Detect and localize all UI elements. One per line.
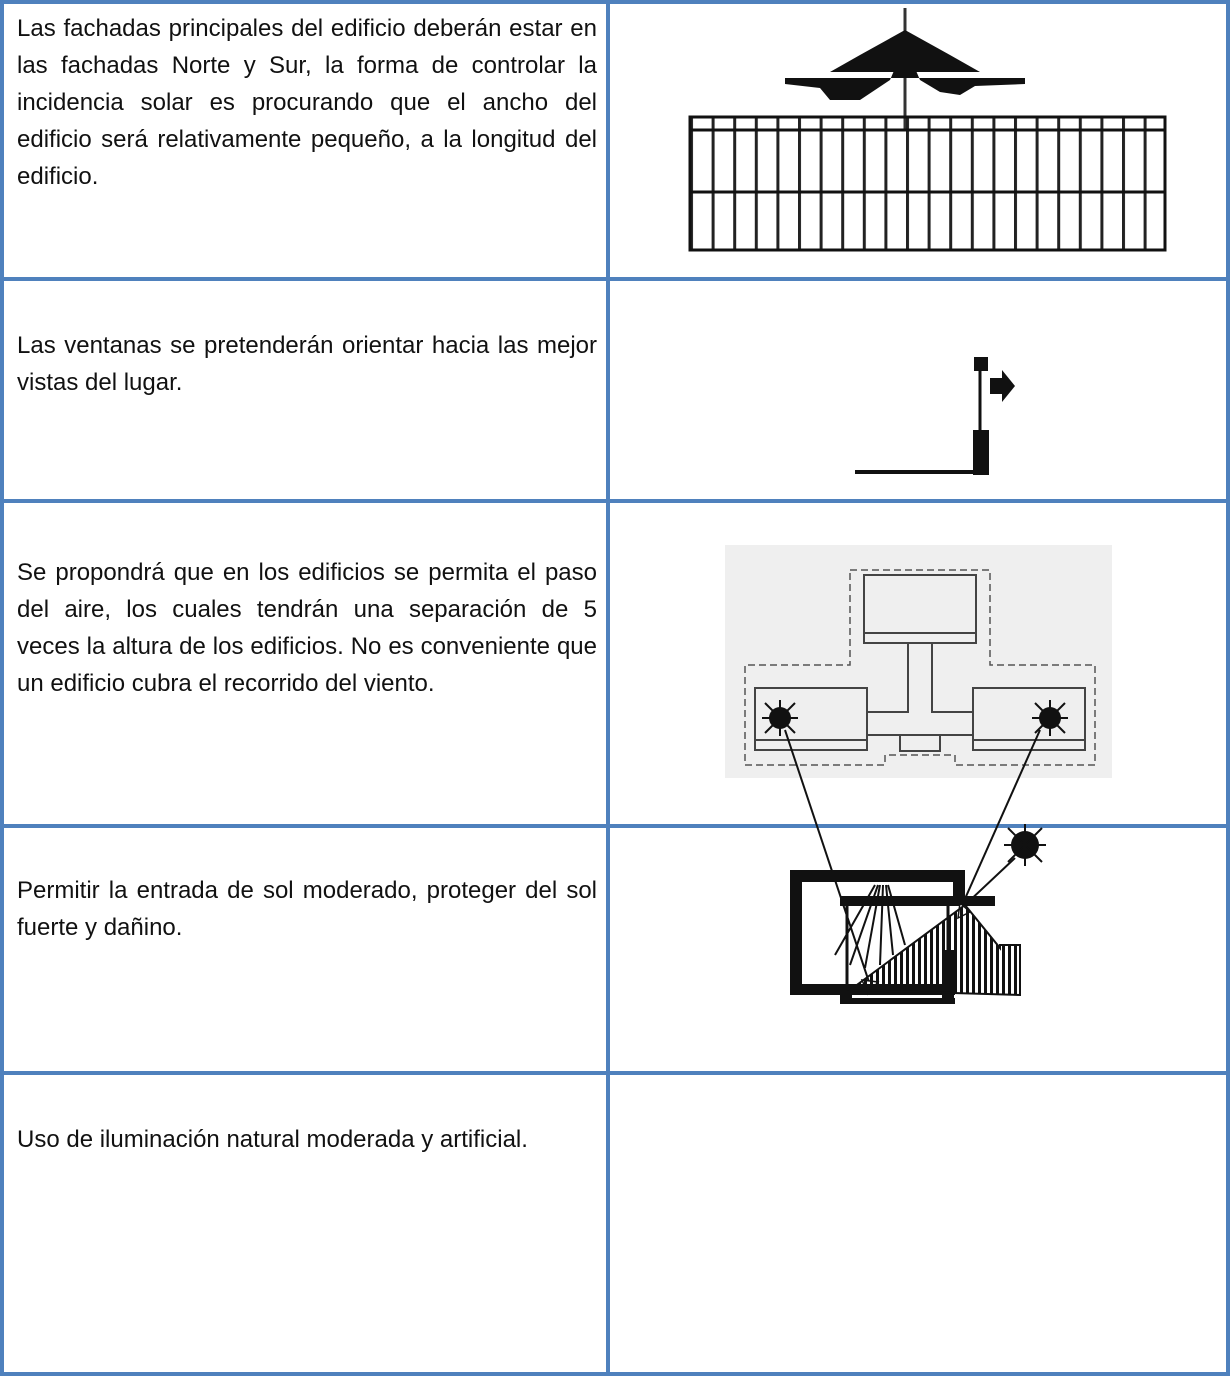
- table-border: [0, 1071, 1230, 1075]
- cell-text: Las ventanas se pretenderán orientar hac…: [17, 332, 597, 396]
- table-border: [0, 0, 4, 1376]
- table-border: [0, 499, 1230, 503]
- table-border: [606, 0, 610, 1376]
- plan-diagram: [725, 545, 1112, 778]
- facade-diagram: [688, 8, 1167, 252]
- lighting-diagram: [790, 824, 1046, 997]
- cell-text: Permitir la entrada de sol moderado, pro…: [17, 877, 597, 941]
- table-border: [0, 824, 1230, 828]
- cell-text: Las fachadas principales del edificio de…: [17, 15, 597, 190]
- table-border: [1226, 0, 1230, 1376]
- table-border: [0, 1372, 1230, 1376]
- cell-text: Uso de iluminación natural moderada y ar…: [17, 1126, 528, 1153]
- table-border: [0, 0, 1230, 4]
- cell-text: Se propondrá que en los edificios se per…: [17, 559, 597, 697]
- window-diagram: [855, 357, 1015, 475]
- table-border: [0, 277, 1230, 281]
